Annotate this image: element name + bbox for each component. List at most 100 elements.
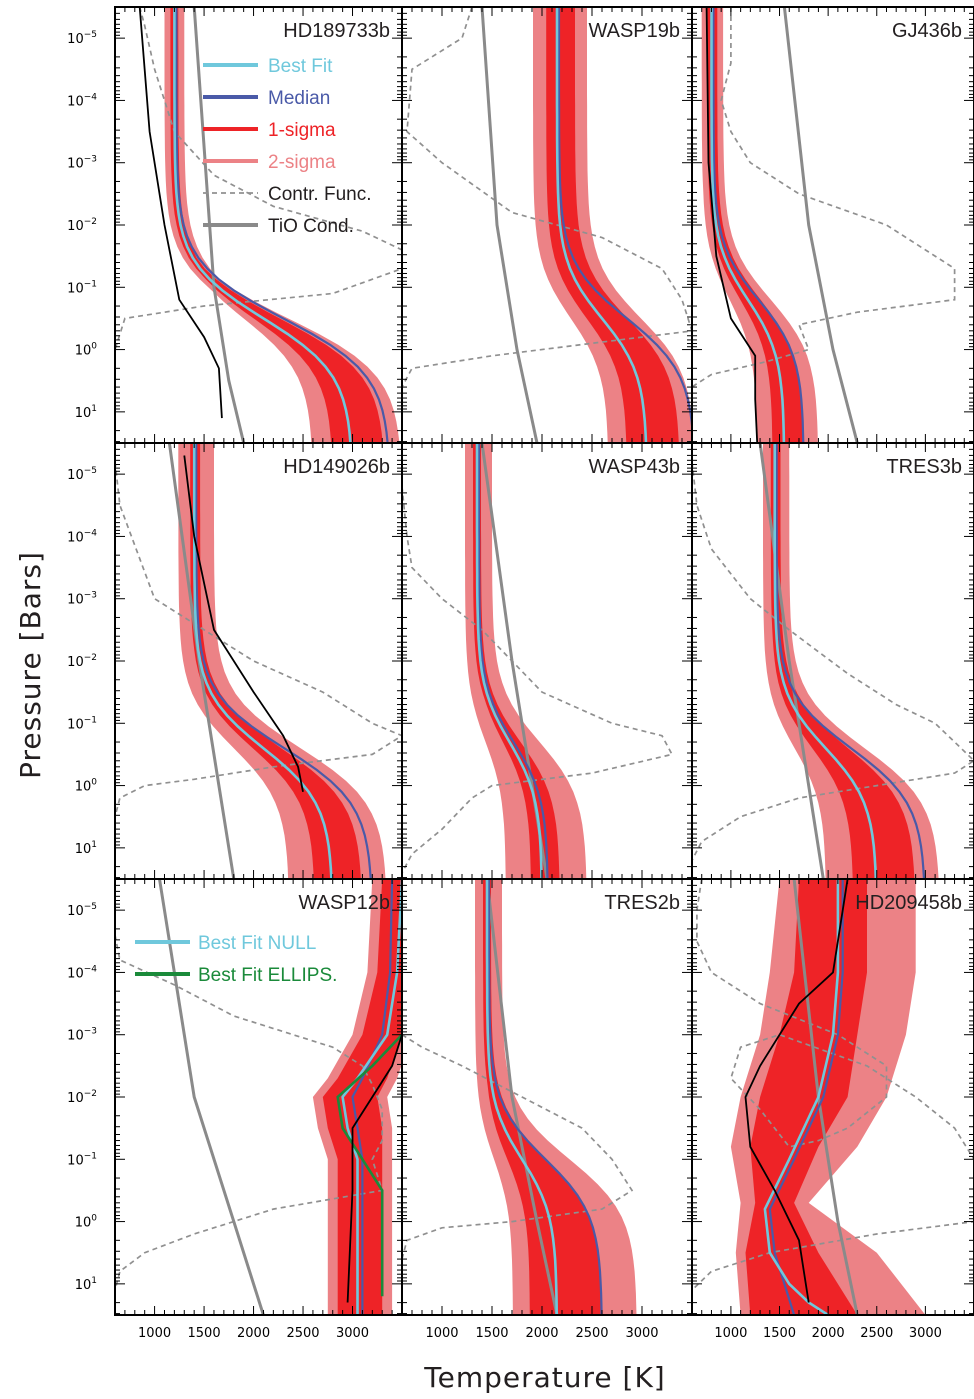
median-profile — [487, 879, 603, 1315]
median-profile — [351, 879, 394, 1315]
panel-hd209458b: HD209458b — [691, 878, 974, 1316]
y-tick-label: 10−1 — [67, 279, 97, 296]
one-sigma-band — [473, 443, 560, 879]
one-sigma-band — [190, 443, 361, 879]
panel-wasp43b: WASP43b — [401, 442, 693, 880]
legend-label: Best Fit NULL — [198, 933, 316, 954]
y-tick-label: 10−2 — [67, 1089, 97, 1106]
best-fit-profile — [773, 443, 878, 879]
y-tick-label: 101 — [75, 404, 97, 421]
panel-plot-area — [402, 443, 674, 879]
contribution-function — [115, 934, 384, 1291]
contribution-function — [692, 461, 974, 861]
y-tick-label: 100 — [75, 778, 98, 795]
best-fit-profile — [710, 7, 786, 443]
x-tick-label: 1000 — [138, 1326, 171, 1341]
panel-hd149026b: HD149026b — [114, 442, 403, 880]
tio-condensation-curve — [485, 879, 559, 1315]
x-tick-label: 2000 — [237, 1326, 270, 1341]
y-tick-label: 10−4 — [67, 92, 97, 109]
y-tick-label: 10−5 — [67, 902, 97, 919]
one-sigma-band — [170, 7, 383, 443]
y-tick-label: 10−3 — [67, 155, 97, 172]
legend-label: 2-sigma — [268, 152, 336, 173]
panel-wasp19b: WASP19b — [401, 6, 693, 444]
panel-title: TRES3b — [886, 456, 962, 478]
panel-plot-area — [115, 879, 402, 1315]
x-tick-label: 3000 — [336, 1326, 369, 1341]
x-tick-label: 1000 — [714, 1326, 747, 1341]
x-tick-label: 3000 — [909, 1326, 942, 1341]
x-tick-label: 2500 — [286, 1326, 319, 1341]
x-tick-labels: 1000 1500 2000 2500 3000 1000 1500 2000 2500 3000… — [138, 1326, 942, 1341]
reference-profile — [705, 7, 759, 443]
one-sigma-band — [707, 7, 804, 443]
y-tick-label: 10−2 — [67, 653, 97, 670]
reference-profile — [744, 879, 849, 1303]
two-sigma-band — [701, 7, 818, 443]
y-tick-label: 10−3 — [67, 1027, 97, 1044]
x-axis-title: Temperature [K] — [423, 1361, 665, 1394]
panel-title: HD149026b — [283, 456, 390, 478]
contribution-function — [402, 1033, 634, 1260]
y-tick-label: 101 — [75, 1276, 97, 1293]
panel-plot-area — [402, 879, 637, 1315]
legend-label: Median — [268, 88, 330, 109]
tio-condensation-curve — [167, 443, 236, 879]
tio-condensation-curve — [480, 7, 539, 443]
legend-label: Best Fit — [268, 56, 333, 77]
tio-condensation-curve — [792, 879, 859, 1315]
best-fit-profile — [475, 443, 543, 879]
median-profile — [712, 7, 805, 443]
panel-title: HD189733b — [283, 20, 390, 42]
x-tick-label: 1500 — [763, 1326, 796, 1341]
median-profile — [775, 443, 926, 879]
two-sigma-band — [164, 7, 400, 443]
panel-plot-area — [402, 7, 692, 443]
x-tick-label: 2000 — [525, 1326, 558, 1341]
best-fit-profile — [173, 7, 352, 443]
two-sigma-band — [475, 879, 637, 1315]
panel-title: GJ436b — [892, 20, 962, 42]
legend-label: TiO Cond. — [268, 216, 354, 237]
best-fit-profile — [763, 879, 840, 1315]
x-tick-label: 3000 — [625, 1326, 658, 1341]
median-profile — [477, 443, 549, 879]
panel-title: HD209458b — [855, 892, 962, 914]
tio-condensation-curve — [158, 879, 265, 1315]
x-tick-label: 1000 — [425, 1326, 458, 1341]
panel-plot-area — [692, 879, 974, 1315]
median-profile — [768, 879, 844, 1315]
legend-wasp12: Best Fit NULL Best Fit ELLIPS. — [135, 933, 337, 986]
panel-wasp12b: WASP12b — [114, 878, 403, 1316]
reference-profile — [183, 455, 304, 792]
reference-profile — [138, 7, 223, 419]
panel-plot-area — [692, 443, 974, 879]
y-tick-label: 10−4 — [67, 964, 97, 981]
two-sigma-band — [465, 443, 587, 879]
y-tick-label: 100 — [75, 342, 98, 359]
best-fit-profile — [555, 7, 648, 443]
panel-plot-area — [115, 443, 402, 879]
y-tick-label: 10−1 — [67, 715, 97, 732]
reference-profile — [346, 1034, 402, 1303]
tio-condensation-curve — [192, 7, 246, 443]
median-profile — [557, 7, 692, 439]
panel-title: WASP12b — [298, 892, 390, 914]
panel-title: TRES2b — [604, 892, 680, 914]
contribution-function — [115, 461, 402, 817]
best-fit-ellips-profile — [336, 1033, 402, 1297]
panel-hd189733b: HD189733b — [114, 6, 403, 444]
median-profile — [195, 443, 372, 879]
y-tick-label: 10−2 — [67, 217, 97, 234]
tio-condensation-curve — [782, 7, 859, 443]
best-fit-profile — [485, 879, 558, 1315]
contribution-function — [402, 486, 674, 874]
y-tick-label: 10−5 — [67, 466, 97, 483]
contribution-function — [115, 7, 402, 350]
one-sigma-band — [483, 879, 602, 1315]
panel-tres2b: TRES2b — [401, 878, 693, 1316]
x-tick-label: 2500 — [575, 1326, 608, 1341]
y-axis-title: Pressure [Bars] — [14, 551, 47, 779]
